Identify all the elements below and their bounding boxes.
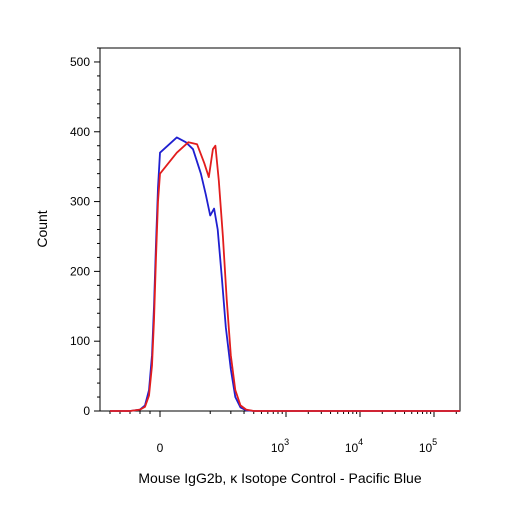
plot-frame <box>99 47 461 412</box>
y-axis: 0 100 200 300 400 500 <box>70 47 100 418</box>
x-tick-exponent: 5 <box>432 437 437 447</box>
series-layer <box>110 136 460 412</box>
x-tick-base: 0 <box>157 441 164 455</box>
y-tick-label: 500 <box>70 55 90 69</box>
y-axis-title: Count <box>34 210 50 247</box>
x-tick-label: 104 <box>345 437 363 455</box>
y-tick-label: 100 <box>70 334 90 348</box>
x-axis: 0 103 104 105 <box>109 411 457 455</box>
y-tick-label: 400 <box>70 125 90 139</box>
y-tick-label: 300 <box>70 195 90 209</box>
x-tick-base: 10 <box>419 441 433 455</box>
series-line-1 <box>110 136 460 412</box>
x-tick-base: 10 <box>271 441 285 455</box>
series-line-2 <box>110 141 460 412</box>
x-tick-label: 0 <box>157 441 164 455</box>
x-tick-exponent: 3 <box>284 437 289 447</box>
x-tick-label: 105 <box>419 437 437 455</box>
y-tick-label: 200 <box>70 264 90 278</box>
x-tick-base: 10 <box>345 441 359 455</box>
x-axis-title: Mouse IgG2b, κ Isotope Control - Pacific… <box>138 470 421 486</box>
y-tick-label: 0 <box>83 404 90 418</box>
x-tick-label: 103 <box>271 437 289 455</box>
x-tick-exponent: 4 <box>358 437 363 447</box>
